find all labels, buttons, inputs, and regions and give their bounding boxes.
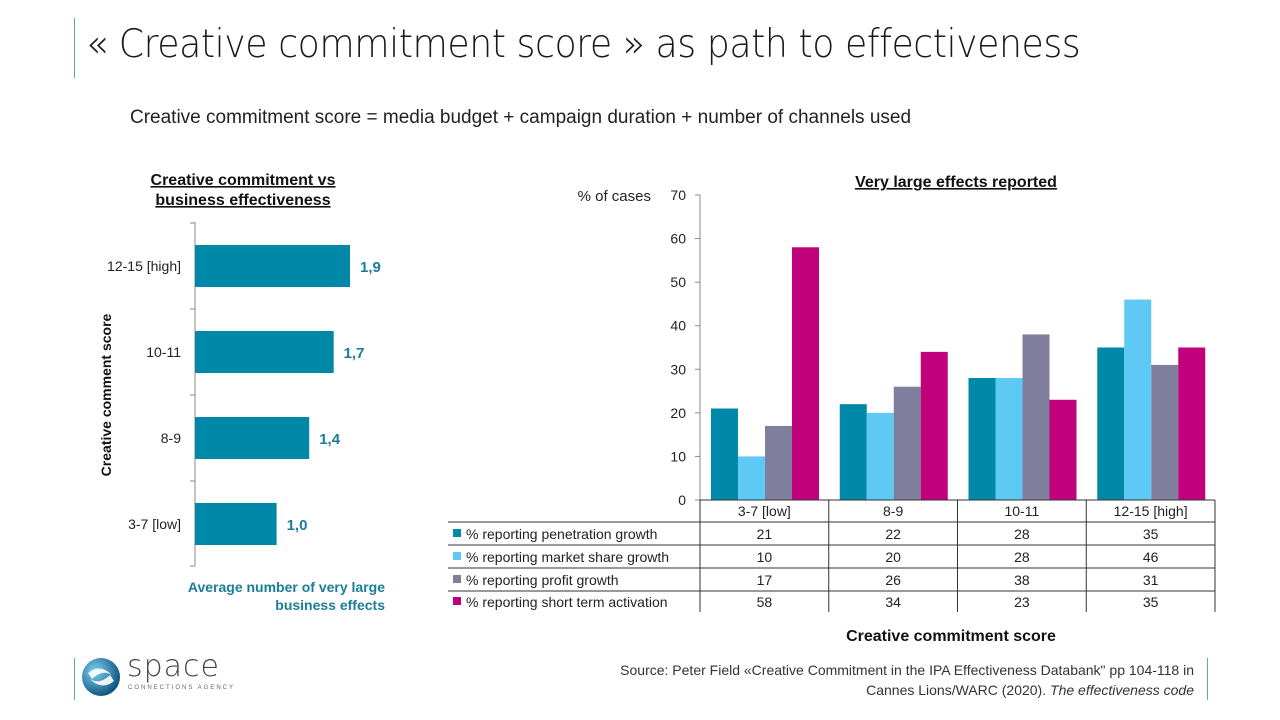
data-table-value: 31 [1143,572,1159,588]
data-table-value: 38 [1014,572,1030,588]
data-table-value: 10 [757,549,773,565]
slide-title: « Creative commitment score » as path to… [86,22,1081,67]
left-chart-category-label: 10-11 [146,344,181,360]
left-chart-category-label: 3-7 [low] [128,516,181,532]
right-chart-y-tick-label: 0 [678,492,686,508]
logo-tagline: CONNECTIONS AGENCY [128,685,236,691]
source-title: The effectiveness code [1050,682,1194,698]
source-line-1: Source: Peter Field «Creative Commitment… [620,662,1194,678]
left-chart-bar [195,417,310,459]
data-table-value: 34 [885,594,901,610]
source-accent-line [1207,658,1208,700]
right-chart-y-tick-label: 40 [670,318,686,334]
left-chart-data-label: 1,7 [344,345,365,362]
data-table-value: 20 [885,549,901,565]
data-table-value: 35 [1143,594,1159,610]
source-line-2: Cannes Lions/WARC (2020). [866,682,1051,698]
right-chart-y-tick-label: 20 [670,405,686,421]
legend-series-label: % reporting penetration growth [466,526,657,542]
left-chart-y-label: Creative comment score [98,313,114,476]
right-chart-bar [1124,299,1152,500]
data-table-category-header: 3-7 [low] [738,503,791,519]
right-chart-bar [1178,347,1206,500]
left-chart-bar [195,331,334,373]
left-chart-x-label-1: Average number of very large [188,579,385,595]
right-chart-y-tick-label: 30 [670,361,686,377]
left-chart-data-label: 1,9 [360,259,381,276]
right-chart-bar [711,408,738,500]
left-chart-x-label-2: business effects [275,597,385,613]
right-chart-y-tick-label: 70 [670,187,686,203]
data-table-value: 22 [885,526,901,542]
left-chart-bar [195,503,277,545]
logo-wordmark: space [127,649,221,684]
right-chart-bar [1151,364,1179,500]
legend-swatch [453,575,461,583]
data-table-value: 17 [757,572,773,588]
left-chart-title-1: Creative commitment vs [151,172,336,189]
right-chart-bar [866,412,894,500]
legend-series-label: % reporting profit growth [466,572,619,588]
right-chart-y-tick-label: 50 [670,274,686,290]
data-table-value: 21 [757,526,773,542]
right-chart-bar [995,378,1023,500]
formula-text: Creative commitment score = media budget… [130,107,912,128]
right-chart-bar [1022,334,1050,500]
legend-swatch [453,597,461,605]
data-table-category-header: 10-11 [1004,503,1039,519]
left-chart-bar [195,245,350,287]
right-chart-bar [792,247,819,500]
left-chart-title-2: business effectiveness [155,192,330,209]
right-chart-bar [738,456,765,500]
right-chart-bar [1097,347,1125,500]
right-chart-y-tick-label: 10 [670,448,686,464]
logo-accent-line [74,658,75,700]
legend-series-label: % reporting short term activation [466,594,668,610]
right-chart-y-tick-label: 60 [670,231,686,247]
title-accent-line [74,18,75,78]
right-chart-bar [1049,399,1077,500]
right-chart-bar [968,378,996,500]
data-table-value: 26 [885,572,901,588]
legend-swatch [453,552,461,560]
right-chart-bar [765,425,792,500]
left-chart-category-label: 8-9 [161,430,181,446]
legend-series-label: % reporting market share growth [466,549,669,565]
right-chart-bar [893,386,921,500]
right-chart-bar [920,351,948,500]
data-table-category-header: 8-9 [883,503,903,519]
data-table-value: 35 [1143,526,1159,542]
data-table-value: 28 [1014,549,1030,565]
data-table-value: 23 [1014,594,1030,610]
left-chart-data-label: 1,4 [319,431,341,448]
left-chart-category-label: 12-15 [high] [107,258,181,274]
legend-swatch [453,529,461,537]
source-note: Source: Peter Field «Creative Commitment… [620,660,1194,700]
right-chart-title: Very large effects reported [855,174,1057,191]
data-table-category-header: 12-15 [high] [1114,503,1188,519]
data-table-value: 58 [757,594,773,610]
data-table-value: 28 [1014,526,1030,542]
left-chart-data-label: 1,0 [287,517,308,534]
data-table-value: 46 [1143,549,1159,565]
logo: space CONNECTIONS AGENCY [80,649,240,700]
right-chart-x-label: Creative commitment score [846,628,1056,645]
right-chart-y-label: % of cases [578,188,651,205]
right-chart-bar [839,404,867,500]
